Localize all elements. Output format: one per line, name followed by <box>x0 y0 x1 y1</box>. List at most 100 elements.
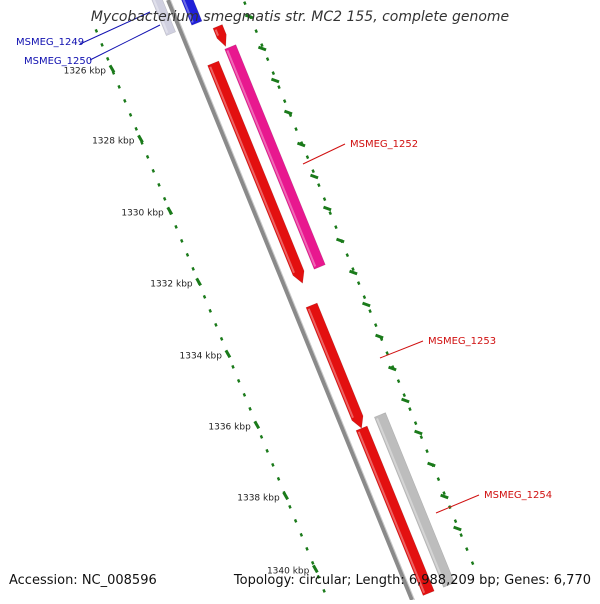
gene-msmeg-1249-shade <box>182 0 194 23</box>
tick-dot <box>459 533 463 538</box>
gene-label: MSMEG_1252 <box>350 139 418 150</box>
tick-dot <box>351 267 355 272</box>
tick-dot <box>231 364 235 369</box>
tick-dot <box>334 225 338 230</box>
tick-dot <box>305 546 309 551</box>
tick-dot <box>368 309 372 314</box>
tick-dot <box>259 434 264 439</box>
tick-dot <box>328 211 332 216</box>
major-tick <box>427 461 436 468</box>
tick-dot <box>282 99 287 104</box>
tick-dot <box>293 518 298 523</box>
tick-dot <box>317 183 321 188</box>
tick-dot <box>413 421 418 426</box>
scale-label: 1334 kbp <box>180 351 223 361</box>
tick-dot <box>236 378 241 383</box>
gene-label-leader <box>302 143 346 165</box>
map-title: Mycobacterium smegmatis str. MC2 155, co… <box>90 9 510 25</box>
major-tick <box>401 397 410 404</box>
major-tick <box>453 525 462 532</box>
gene-label-leader <box>379 340 424 359</box>
major-ticks-right <box>244 13 462 532</box>
tick-dot <box>425 449 429 454</box>
gene-msmeg-1252a <box>207 60 305 284</box>
gene-label-leader <box>435 494 480 514</box>
major-tick <box>349 269 358 276</box>
tick-dot <box>374 323 378 328</box>
scale-label: 1336 kbp <box>208 422 251 432</box>
gene-msmeg-1254 <box>373 412 456 588</box>
scale-tick <box>166 206 174 216</box>
backbone-line <box>166 0 414 601</box>
gene-msmeg-1252 <box>224 44 326 270</box>
scale-tick <box>195 277 202 287</box>
gene-msmeg-1254a-shade <box>357 431 426 594</box>
gene-label-leader <box>79 11 151 45</box>
tick-dot <box>123 98 127 103</box>
major-tick <box>309 173 319 180</box>
tick-dot <box>322 197 327 202</box>
gene-msmeg-1254-shade <box>376 418 446 585</box>
scale-label: 1332 kbp <box>150 279 193 289</box>
tick-dot <box>396 379 401 384</box>
accession-label: Accession: NC_008596 <box>9 573 157 588</box>
tick-dot <box>94 28 99 33</box>
tick-dot <box>305 155 310 160</box>
tick-dot <box>436 477 441 482</box>
scale-label: 1326 kbp <box>64 66 107 76</box>
tick-dot <box>134 126 138 131</box>
genome-summary: Topology: circular; Length: 6,988,209 bp… <box>233 573 591 588</box>
tick-dot <box>242 392 247 397</box>
tick-dot <box>254 29 258 34</box>
gene-msmeg-1253-shade <box>307 308 354 419</box>
tick-dot <box>106 56 110 61</box>
gene-labels: MSMEG_1249 MSMEG_1250 MSMEG_1252 MSMEG_1253… <box>16 11 552 514</box>
scale-labels: 1326 kbp 1328 kbp 1330 kbp 1332 kbp 1334 kbp… <box>64 64 319 576</box>
tick-dot <box>219 336 224 341</box>
scale-tick <box>282 491 289 501</box>
major-tick <box>375 333 384 340</box>
gene-msmeg-1251-shade <box>214 29 220 36</box>
scale-tick <box>224 349 232 359</box>
major-tick <box>388 365 397 372</box>
tick-dot <box>157 182 161 187</box>
backbone-highlight <box>170 0 415 601</box>
gene-msmeg-1250 <box>151 0 176 37</box>
major-tick <box>440 493 449 500</box>
gene-msmeg-1252-shade <box>226 50 317 267</box>
major-tick <box>257 45 267 52</box>
major-tick <box>414 429 423 436</box>
tick-dot <box>322 588 326 593</box>
tick-dot <box>100 42 104 47</box>
tick-dot <box>356 281 361 286</box>
tick-dot <box>316 574 321 579</box>
gene-label-leader <box>89 24 161 61</box>
tick-dot <box>470 561 475 566</box>
tick-dot <box>465 547 469 552</box>
tick-dot <box>185 252 190 257</box>
tick-dot <box>128 112 133 117</box>
tick-dot <box>385 351 389 356</box>
tick-dot <box>265 57 270 62</box>
tick-dot <box>345 253 350 258</box>
gene-label: MSMEG_1250 <box>24 56 92 67</box>
tick-dot <box>180 238 184 243</box>
gene-msmeg-1251 <box>212 24 227 48</box>
scale-tick <box>253 420 261 430</box>
major-tick <box>322 205 332 212</box>
tick-dot <box>402 393 406 398</box>
tick-dot <box>260 43 264 48</box>
tick-dot <box>362 295 367 300</box>
gene-label: MSMEG_1249 <box>16 37 84 48</box>
major-tick <box>335 237 345 244</box>
tick-dot <box>117 84 121 89</box>
gene-msmeg-1249 <box>181 0 203 26</box>
tick-dot <box>294 127 298 132</box>
tick-dot <box>419 435 424 440</box>
tick-dot <box>288 504 292 509</box>
major-tick <box>296 141 306 148</box>
gene-msmeg-1254a <box>355 425 435 596</box>
tick-dot <box>310 560 315 565</box>
scale-dots-right <box>243 1 475 566</box>
